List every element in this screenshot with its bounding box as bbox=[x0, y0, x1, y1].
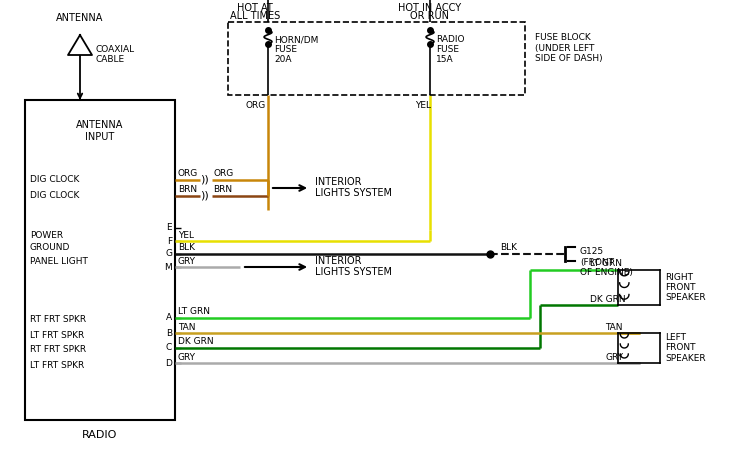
Text: INTERIOR: INTERIOR bbox=[315, 177, 361, 187]
Text: LEFT
FRONT
SPEAKER: LEFT FRONT SPEAKER bbox=[665, 333, 706, 363]
Bar bbox=[25, 100, 175, 420]
Text: C: C bbox=[166, 344, 172, 352]
Text: )): )) bbox=[200, 175, 208, 185]
Text: ORG: ORG bbox=[245, 101, 265, 110]
Text: RT FRT SPKR: RT FRT SPKR bbox=[30, 345, 86, 355]
Text: HOT AT: HOT AT bbox=[237, 3, 273, 13]
Text: LT FRT SPKR: LT FRT SPKR bbox=[30, 330, 84, 340]
Text: RADIO: RADIO bbox=[82, 430, 118, 440]
Text: DK GRN: DK GRN bbox=[178, 338, 214, 346]
Text: YEL: YEL bbox=[415, 101, 431, 110]
Text: RADIO: RADIO bbox=[436, 36, 465, 44]
Text: YEL: YEL bbox=[178, 230, 194, 239]
Text: PANEL LIGHT: PANEL LIGHT bbox=[30, 256, 88, 266]
Text: GRY: GRY bbox=[178, 352, 196, 361]
Text: RT FRT SPKR: RT FRT SPKR bbox=[30, 315, 86, 324]
Text: HORN/DM: HORN/DM bbox=[274, 36, 319, 44]
Text: TAN: TAN bbox=[178, 323, 196, 331]
Text: DIG CLOCK: DIG CLOCK bbox=[30, 191, 79, 201]
Text: CABLE: CABLE bbox=[95, 55, 124, 64]
Text: LT FRT SPKR: LT FRT SPKR bbox=[30, 361, 84, 370]
Text: FUSE: FUSE bbox=[274, 46, 297, 54]
Text: COAXIAL: COAXIAL bbox=[95, 46, 134, 54]
Text: (UNDER LEFT: (UNDER LEFT bbox=[535, 43, 594, 53]
Text: E: E bbox=[166, 223, 172, 233]
Text: OR RUN: OR RUN bbox=[410, 11, 449, 21]
Text: GROUND: GROUND bbox=[30, 244, 70, 253]
Text: G: G bbox=[165, 250, 172, 259]
Text: FUSE BLOCK: FUSE BLOCK bbox=[535, 33, 590, 43]
Text: POWER: POWER bbox=[30, 230, 63, 239]
Text: BRN: BRN bbox=[213, 186, 232, 195]
Text: LIGHTS SYSTEM: LIGHTS SYSTEM bbox=[315, 267, 392, 277]
Text: DIG CLOCK: DIG CLOCK bbox=[30, 175, 79, 185]
Text: ANTENNA: ANTENNA bbox=[56, 13, 103, 23]
Text: GRY: GRY bbox=[605, 352, 623, 361]
Bar bbox=[228, 22, 525, 95]
Text: RIGHT
FRONT
SPEAKER: RIGHT FRONT SPEAKER bbox=[665, 272, 706, 303]
Text: G125: G125 bbox=[580, 248, 604, 256]
Text: ANTENNA: ANTENNA bbox=[76, 120, 123, 130]
Text: SIDE OF DASH): SIDE OF DASH) bbox=[535, 53, 602, 63]
Text: B: B bbox=[166, 329, 172, 338]
Text: BLK: BLK bbox=[178, 244, 195, 253]
Text: BLK: BLK bbox=[500, 244, 517, 253]
Text: F: F bbox=[167, 237, 172, 245]
Text: DK GRN: DK GRN bbox=[590, 294, 626, 303]
Text: A: A bbox=[166, 314, 172, 323]
Text: M: M bbox=[164, 262, 172, 271]
Text: D: D bbox=[165, 358, 172, 367]
Text: INPUT: INPUT bbox=[86, 132, 115, 142]
Text: GRY: GRY bbox=[178, 256, 196, 266]
Text: LT GRN: LT GRN bbox=[590, 260, 622, 269]
Text: ORG: ORG bbox=[213, 170, 234, 179]
Text: INTERIOR: INTERIOR bbox=[315, 256, 361, 266]
Text: HOT IN ACCY: HOT IN ACCY bbox=[398, 3, 462, 13]
Text: )): )) bbox=[200, 191, 208, 201]
Text: BRN: BRN bbox=[178, 186, 197, 195]
Text: (FRONT: (FRONT bbox=[580, 259, 614, 267]
Text: FUSE: FUSE bbox=[436, 46, 459, 54]
Text: 20A: 20A bbox=[274, 55, 291, 64]
Text: 15A: 15A bbox=[436, 55, 454, 64]
Text: TAN: TAN bbox=[605, 323, 622, 331]
Text: ALL TIMES: ALL TIMES bbox=[230, 11, 280, 21]
Text: LT GRN: LT GRN bbox=[178, 308, 210, 317]
Text: ORG: ORG bbox=[178, 170, 198, 179]
Text: OF ENGINE): OF ENGINE) bbox=[580, 269, 633, 277]
Text: LIGHTS SYSTEM: LIGHTS SYSTEM bbox=[315, 188, 392, 198]
